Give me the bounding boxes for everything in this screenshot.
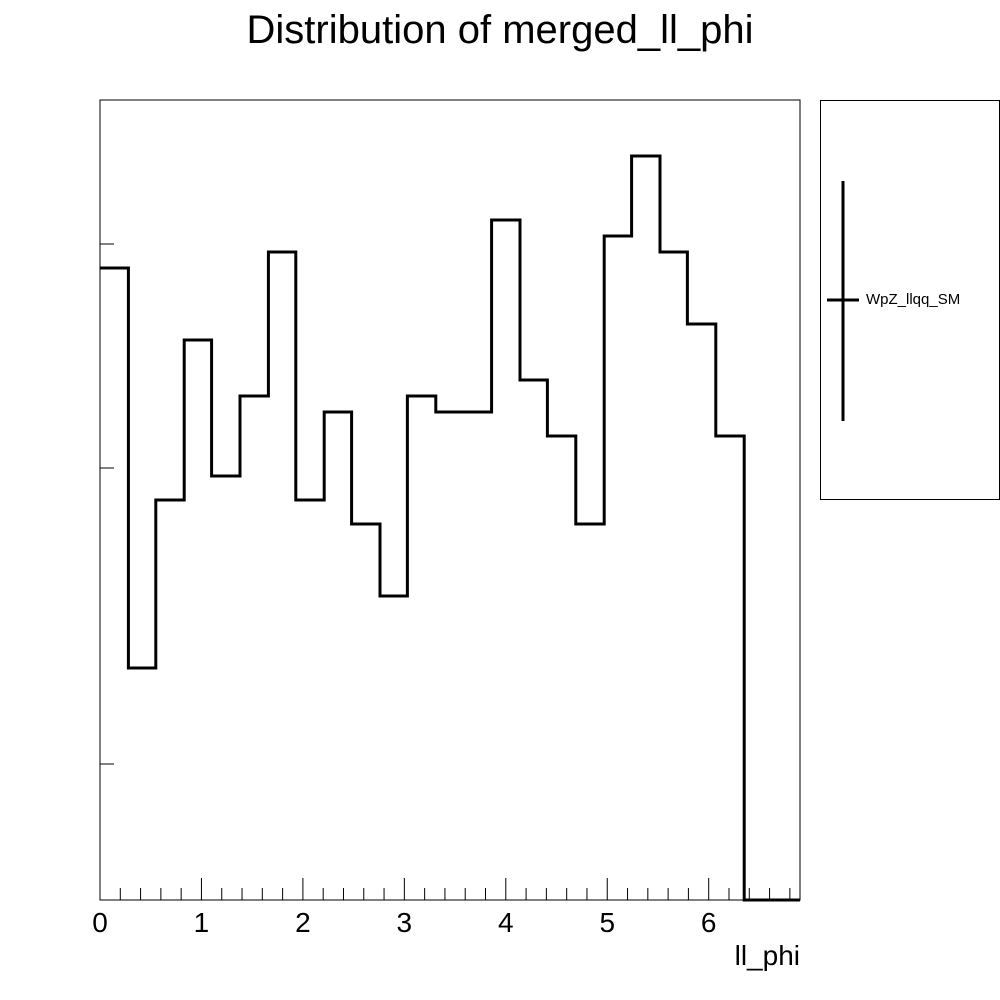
x-tick-label: 5 (599, 907, 615, 938)
x-tick-label: 0 (92, 907, 108, 938)
x-tick-label: 4 (498, 907, 514, 938)
x-tick-label: 1 (194, 907, 210, 938)
x-axis-label: ll_phi (735, 940, 800, 971)
x-tick-label: 3 (397, 907, 413, 938)
chart-title: Distribution of merged_ll_phi (246, 8, 754, 52)
legend-marker (827, 181, 859, 421)
plot-frame (99, 99, 801, 901)
legend-box: WpZ_llqq_SM (820, 100, 1000, 500)
x-tick-label: 2 (295, 907, 311, 938)
legend-entry-label: WpZ_llqq_SM (866, 291, 961, 308)
x-tick-label: 6 (701, 907, 717, 938)
